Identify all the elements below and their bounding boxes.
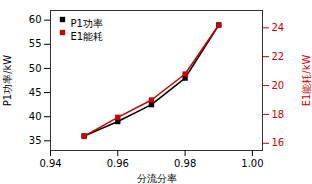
svg-text:P1功率: P1功率 bbox=[71, 18, 103, 29]
svg-text:0.94: 0.94 bbox=[39, 158, 61, 169]
svg-text:50: 50 bbox=[29, 63, 42, 74]
svg-text:16: 16 bbox=[272, 137, 285, 148]
svg-text:40: 40 bbox=[29, 111, 42, 122]
svg-text:E1能耗/kW: E1能耗/kW bbox=[301, 55, 312, 107]
svg-text:24: 24 bbox=[272, 22, 285, 33]
svg-text:1.00: 1.00 bbox=[241, 158, 263, 169]
svg-text:0.96: 0.96 bbox=[107, 158, 129, 169]
svg-text:0.98: 0.98 bbox=[174, 158, 196, 169]
svg-text:55: 55 bbox=[29, 38, 42, 49]
svg-text:22: 22 bbox=[272, 51, 285, 62]
svg-text:60: 60 bbox=[29, 14, 42, 25]
svg-text:18: 18 bbox=[272, 109, 285, 120]
svg-text:分流分率: 分流分率 bbox=[137, 173, 177, 184]
svg-text:35: 35 bbox=[29, 135, 42, 146]
svg-text:P1功率/kW: P1功率/kW bbox=[2, 55, 13, 107]
svg-text:20: 20 bbox=[272, 80, 285, 91]
svg-text:45: 45 bbox=[29, 87, 42, 98]
svg-text:E1能耗: E1能耗 bbox=[71, 31, 104, 42]
